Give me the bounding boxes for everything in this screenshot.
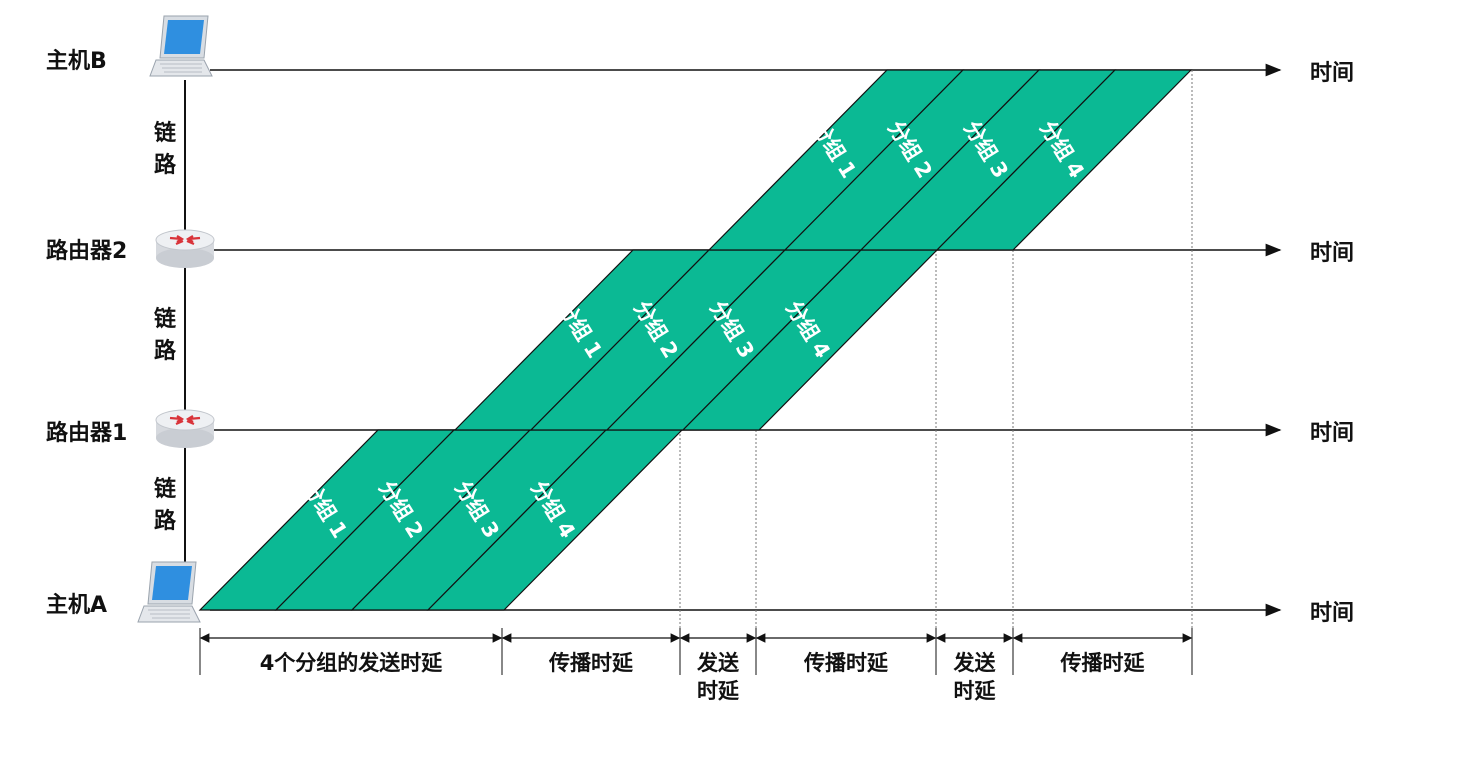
delay-label: 时延 — [697, 679, 740, 703]
node-label-router1: 路由器1 — [46, 420, 127, 446]
time-label: 时间 — [1310, 61, 1354, 86]
laptop-icon — [149, 15, 213, 77]
router-icon — [155, 229, 215, 268]
router-arrow — [169, 415, 185, 423]
delay-label: 传播时延 — [1060, 651, 1146, 675]
delay-label: 4个分组的发送时延 — [260, 651, 444, 675]
router-arrow — [186, 419, 195, 426]
router-bottom — [156, 428, 214, 448]
packet-4-hop-3 — [935, 69, 1193, 251]
laptop-screen — [164, 20, 204, 54]
laptop-icon — [137, 561, 201, 623]
node-label-hostA: 主机A — [46, 593, 107, 618]
link-label: 路 — [154, 338, 177, 364]
router-arrow — [169, 235, 185, 243]
router-top — [155, 229, 215, 251]
router-arrow — [185, 415, 201, 423]
delay-label: 发送 — [696, 651, 740, 675]
delay-label: 传播时延 — [548, 651, 634, 675]
link-label: 链 — [154, 476, 176, 502]
delay-label: 发送 — [953, 651, 997, 675]
router-arrow — [185, 235, 201, 243]
link-label: 路 — [154, 152, 177, 178]
time-label: 时间 — [1310, 601, 1354, 626]
laptop-screen — [152, 566, 192, 600]
router-top — [155, 409, 215, 431]
delay-label: 时延 — [954, 679, 997, 703]
link-label: 链 — [154, 306, 176, 332]
link-label: 链 — [154, 120, 176, 146]
router-bottom — [156, 248, 214, 268]
delay-label: 传播时延 — [803, 651, 889, 675]
time-label: 时间 — [1310, 421, 1354, 446]
node-label-router2: 路由器2 — [46, 238, 127, 264]
router-arrow — [175, 419, 184, 426]
router-arrow — [186, 239, 195, 246]
node-label-hostB: 主机B — [46, 49, 107, 74]
time-label: 时间 — [1310, 241, 1354, 266]
link-label: 路 — [154, 508, 177, 534]
router-arrow — [175, 239, 184, 246]
router-icon — [155, 409, 215, 448]
